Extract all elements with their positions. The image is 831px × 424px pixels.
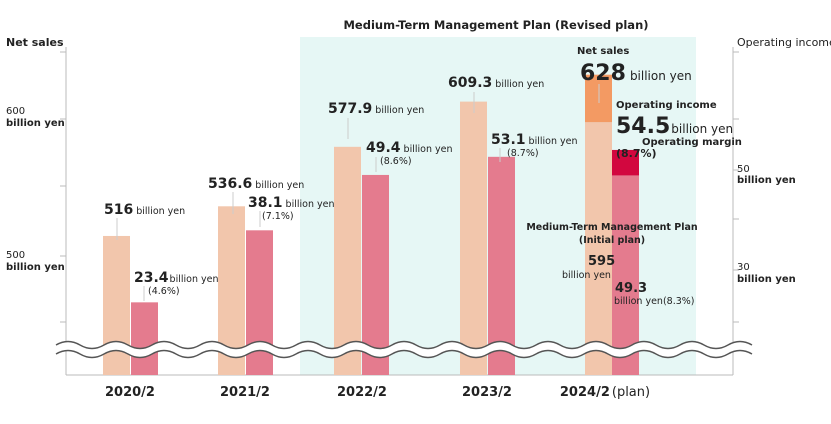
value-oi-2023: 53.1 xyxy=(491,132,526,148)
value-ns-2022: 577.9 xyxy=(328,101,372,117)
left-axis-title: Net sales xyxy=(6,36,64,49)
left-tick-500: 500 xyxy=(6,250,25,261)
label-ns-2020: 516 billion yen xyxy=(104,202,185,218)
axis-break-band xyxy=(56,341,752,358)
initial-plan-operating-income-unit: billion yen(8.3%) xyxy=(614,296,695,307)
value-oi-2024: 54.5 xyxy=(616,114,670,139)
plan-operating-margin-value: (8.7%) xyxy=(616,147,657,160)
left-axis-ticks xyxy=(60,51,66,323)
label-oi-2023: 53.1 billion yen xyxy=(491,132,577,148)
unit-oi-2023: billion yen xyxy=(529,136,578,147)
bar-net-sales-0 xyxy=(103,235,130,375)
unit-ns-2020: billion yen xyxy=(136,206,185,217)
plan-net-sales-label: Net sales xyxy=(577,46,629,57)
value-ns-2021: 536.6 xyxy=(208,176,252,192)
value-oi-2020: 23.4 xyxy=(134,270,169,286)
value-oi-2022: 49.4 xyxy=(366,140,401,156)
initial-plan-operating-income-value: 49.3 xyxy=(615,281,647,296)
unit-oi-2020: billion yen xyxy=(170,274,219,285)
unit-oi-2021: billion yen xyxy=(286,199,335,210)
right-tick-50: 50 xyxy=(737,164,750,175)
unit-ns-2021: billion yen xyxy=(255,180,304,191)
label-ns-2024: 628 billion yen xyxy=(580,61,692,86)
plan-operating-income-label: Operating income xyxy=(616,100,717,111)
left-tick-500-unit: billion yen xyxy=(6,262,65,273)
right-axis-ticks xyxy=(733,51,739,323)
x-label-2024-year: 2024/2 xyxy=(560,385,610,400)
margin-2020: (4.6%) xyxy=(148,286,180,297)
initial-plan-label-2: (Initial plan) xyxy=(579,235,645,246)
bar-operating-income-0 xyxy=(131,302,158,375)
bar-net-sales-4 xyxy=(585,122,612,375)
value-ns-2020: 516 xyxy=(104,202,133,218)
x-label-2020: 2020/2 xyxy=(105,385,155,400)
margin-2022: (8.6%) xyxy=(380,156,412,167)
label-ns-2021: 536.6 billion yen xyxy=(208,176,304,192)
bar-net-sales-2 xyxy=(334,146,361,375)
initial-plan-oi-margin: (8.3%) xyxy=(663,296,695,307)
label-ns-2023: 609.3 billion yen xyxy=(448,75,544,91)
label-group xyxy=(116,84,600,301)
bar-operating-income-increment-4 xyxy=(612,149,639,176)
unit-ns-2024: billion yen xyxy=(630,69,692,83)
label-oi-2022: 49.4 billion yen xyxy=(366,140,452,156)
x-label-2022: 2022/2 xyxy=(337,385,387,400)
x-label-2024-plan: (plan) xyxy=(612,385,650,400)
axis-break-wave xyxy=(55,340,753,359)
x-label-2021: 2021/2 xyxy=(220,385,270,400)
left-tick-600: 600 xyxy=(6,106,25,117)
value-ns-2024: 628 xyxy=(580,61,626,86)
unit-oi-2022: billion yen xyxy=(404,144,453,155)
initial-plan-label-1: Medium-Term Management Plan xyxy=(526,222,698,233)
unit-ns-2022: billion yen xyxy=(375,105,424,116)
value-ns-2023: 609.3 xyxy=(448,75,492,91)
bar-group xyxy=(103,74,639,375)
unit-ns-2023: billion yen xyxy=(495,79,544,90)
label-ns-2022: 577.9 billion yen xyxy=(328,101,424,117)
plan-highlight-label: Medium-Term Management Plan (Revised pla… xyxy=(343,18,648,32)
plan-operating-margin-label: Operating margin xyxy=(642,137,742,148)
label-oi-2021: 38.1 billion yen xyxy=(248,195,334,211)
margin-2023: (8.7%) xyxy=(507,148,539,159)
label-oi-2024: 54.5billion yen xyxy=(616,114,733,139)
x-label-2024: 2024/2 (plan) xyxy=(560,385,650,400)
unit-oi-2024: billion yen xyxy=(671,122,733,136)
margin-2021: (7.1%) xyxy=(262,211,294,222)
left-tick-600-unit: billion yen xyxy=(6,118,65,129)
axis-break-line-bottom xyxy=(55,349,753,359)
right-axis-title: Operating income xyxy=(737,36,831,49)
right-tick-30-unit: billion yen xyxy=(737,274,796,285)
initial-plan-net-sales-unit: billion yen xyxy=(562,270,611,281)
initial-plan-oi-unit-text: billion yen xyxy=(614,296,663,307)
right-tick-50-unit: billion yen xyxy=(737,175,796,186)
bar-operating-income-2 xyxy=(362,174,389,375)
value-oi-2021: 38.1 xyxy=(248,195,283,211)
bar-operating-income-4 xyxy=(612,175,639,375)
axis-break-line-top xyxy=(55,340,753,350)
bar-operating-income-3 xyxy=(488,156,515,375)
initial-plan-net-sales-value: 595 xyxy=(588,254,615,269)
x-label-2023: 2023/2 xyxy=(462,385,512,400)
label-oi-2020: 23.4billion yen xyxy=(134,270,218,286)
right-tick-30: 30 xyxy=(737,262,750,273)
bar-net-sales-3 xyxy=(460,101,487,375)
